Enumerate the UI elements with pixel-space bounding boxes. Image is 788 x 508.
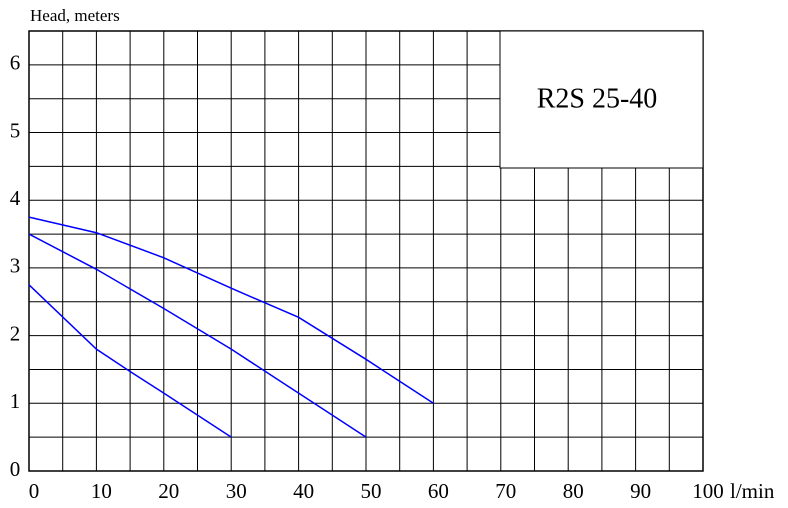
x-tick-label: 40 [293, 479, 314, 503]
pump-curve [28, 233, 367, 438]
x-tick-label: 70 [495, 479, 516, 503]
x-tick-label: 30 [226, 479, 247, 503]
y-tick-label: 1 [10, 389, 21, 413]
y-tick-label: 2 [10, 321, 21, 345]
pump-curve [28, 284, 232, 438]
x-tick-label: 90 [630, 479, 651, 503]
x-axis-label: l/min [730, 479, 775, 503]
y-tick-label: 5 [10, 118, 21, 142]
x-tick-label: 80 [563, 479, 584, 503]
x-tick-label: 20 [158, 479, 179, 503]
y-tick-label: 0 [10, 457, 21, 481]
model-box [499, 30, 704, 169]
plot-frame [28, 30, 704, 472]
y-tick-label: 3 [10, 254, 21, 278]
x-tick-label: 10 [91, 479, 112, 503]
y-tick-label: 6 [10, 51, 21, 75]
x-tick-label: 100 [692, 479, 724, 503]
model-label: R2S 25-40 [537, 83, 658, 114]
y-tick-label: 4 [10, 186, 21, 210]
x-tick-label: 60 [428, 479, 449, 503]
y-axis-label: Head, meters [30, 6, 120, 25]
x-tick-label: 50 [361, 479, 382, 503]
x-tick-label: 0 [29, 479, 40, 503]
pump-curve [28, 216, 434, 404]
